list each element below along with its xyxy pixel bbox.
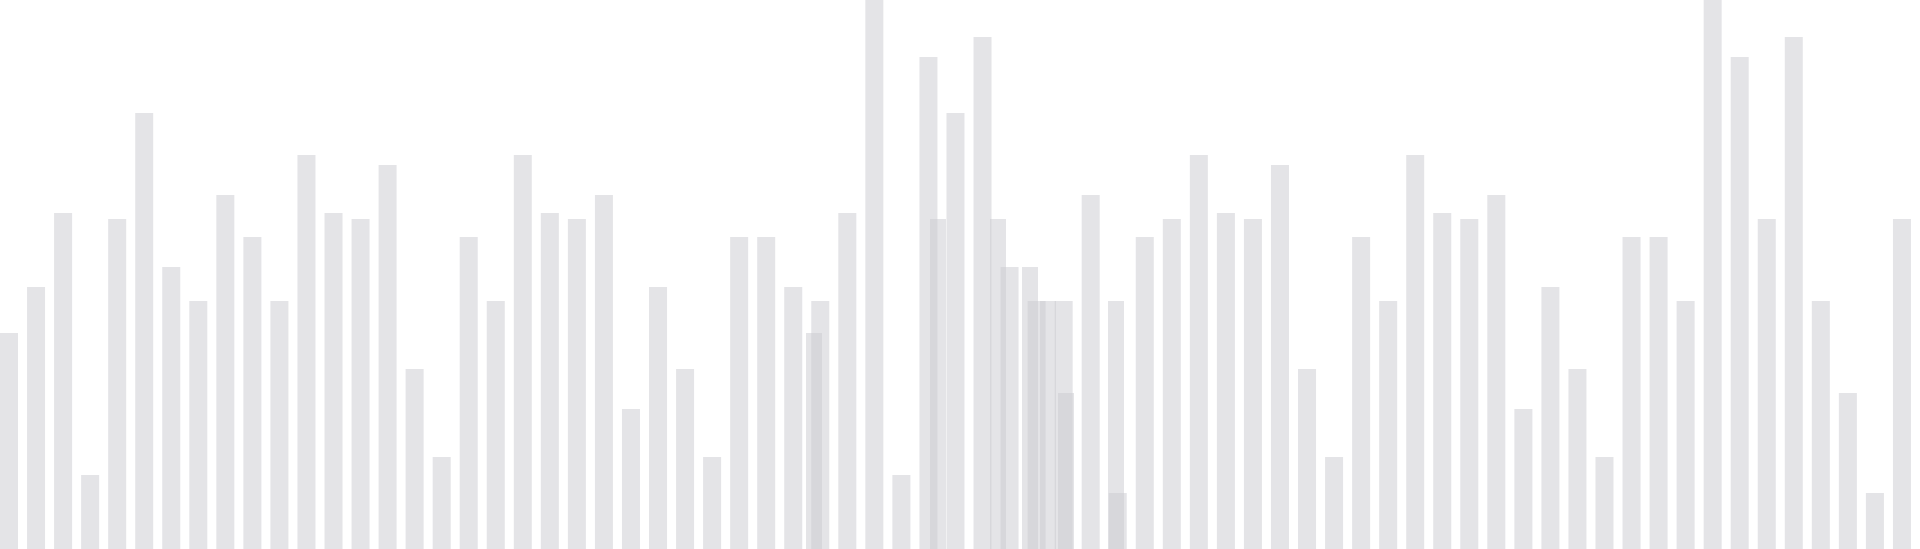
bar [990,219,1006,549]
bar [865,0,884,549]
bar [189,301,208,549]
bar [946,113,965,549]
bar [1135,237,1154,549]
bar [378,165,397,549]
bar [1298,369,1317,549]
bar [621,409,640,549]
bar [27,287,46,549]
bar [1595,457,1614,549]
bar [1058,393,1074,549]
bar [892,475,911,549]
bar [594,195,613,549]
bar [757,237,776,549]
bar [1040,301,1056,549]
bar [0,333,18,549]
bar [930,219,946,549]
bar [1433,213,1452,549]
bar [1162,219,1181,549]
bar [1892,219,1911,549]
bar [486,301,505,549]
bar [243,237,262,549]
bar [1757,219,1776,549]
bar [1541,287,1560,549]
bar [1460,219,1479,549]
bar [1352,237,1371,549]
bar [135,113,154,549]
bar [1325,457,1344,549]
bar [1514,409,1533,549]
bar [324,213,343,549]
bar [1838,393,1857,549]
bar [1243,219,1262,549]
bar [459,237,478,549]
bar [806,333,822,549]
bar [351,219,370,549]
bar [1022,267,1038,549]
bar [405,369,424,549]
bar [784,287,803,549]
bar [513,155,532,549]
bar [1189,155,1208,549]
bar [1676,301,1695,549]
bar [1270,165,1289,549]
bar [1865,493,1884,549]
bar [162,267,181,549]
bar [567,219,586,549]
bar [1406,155,1425,549]
bar [540,213,559,549]
bar [270,301,289,549]
bar [973,37,992,549]
bar [1811,301,1830,549]
bar [1108,301,1124,549]
bar [216,195,235,549]
bar [1703,0,1722,549]
bar [1784,37,1803,549]
bar [297,155,316,549]
bar [54,213,73,549]
bar [1081,195,1100,549]
bar [730,237,749,549]
bar [649,287,668,549]
bar [1568,369,1587,549]
bar [1216,213,1235,549]
bar [676,369,695,549]
bar [432,457,451,549]
bar [1487,195,1506,549]
bar [1730,57,1749,549]
bar [838,213,857,549]
bar [1379,301,1398,549]
bar [1622,237,1641,549]
bar [108,219,127,549]
bar [1649,237,1668,549]
bar [81,475,100,549]
bar [703,457,722,549]
